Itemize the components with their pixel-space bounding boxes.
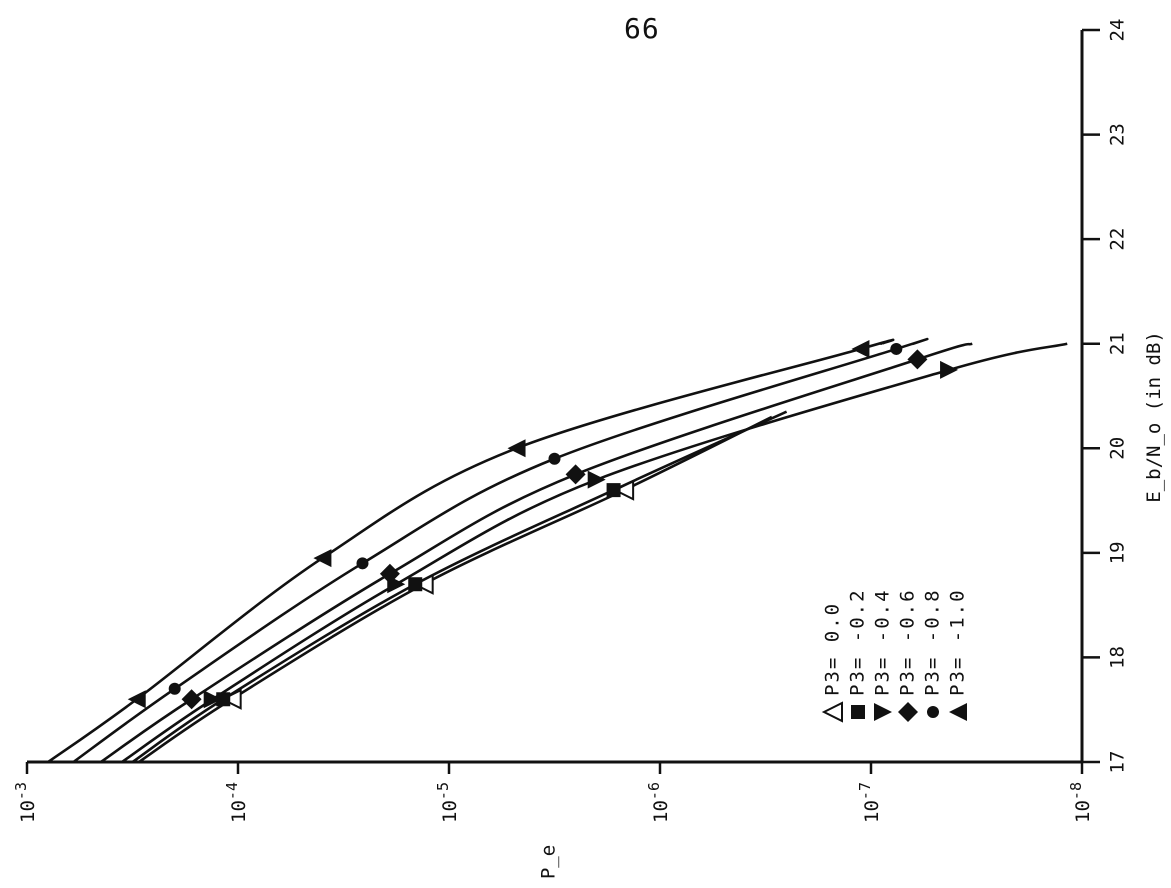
ebno-tick-label: 19 bbox=[1107, 541, 1129, 564]
pe-tick-label: 10-5 bbox=[434, 782, 461, 823]
legend-label: P3= -0.6 bbox=[897, 588, 919, 696]
series-3-point bbox=[907, 349, 928, 370]
legend-label: P3= -1.0 bbox=[947, 588, 969, 696]
pe-tick-label: 10-4 bbox=[223, 782, 250, 823]
series-line-5 bbox=[47, 338, 895, 764]
ebno-tick-label: 18 bbox=[1107, 646, 1129, 669]
series-1-point bbox=[606, 483, 621, 498]
legend-marker bbox=[851, 705, 865, 719]
series-4-point bbox=[168, 682, 181, 695]
legend-label: P3= -0.8 bbox=[922, 588, 944, 696]
legend-label: P3= 0.0 bbox=[822, 602, 844, 696]
legend-marker bbox=[898, 702, 918, 722]
series-line-2 bbox=[121, 342, 1068, 764]
page-number: 66 bbox=[624, 12, 660, 45]
pe-tick-label: 10-7 bbox=[856, 782, 883, 823]
series-2-point bbox=[587, 470, 606, 489]
ebno-tick-label: 17 bbox=[1107, 751, 1129, 774]
legend-marker bbox=[821, 701, 843, 723]
legend-label: P3= -0.2 bbox=[847, 588, 869, 696]
series-5-point bbox=[851, 339, 870, 358]
legend-marker bbox=[927, 706, 939, 718]
pe-tick-label: 10-3 bbox=[12, 782, 39, 823]
series-line-0 bbox=[138, 415, 773, 764]
series-5-point bbox=[313, 549, 332, 568]
series-3-point bbox=[379, 563, 400, 584]
ebno-tick-label: 20 bbox=[1107, 437, 1129, 460]
pe-tick-label: 10-6 bbox=[645, 782, 672, 823]
series-4-point bbox=[356, 557, 369, 570]
series-5-point bbox=[507, 439, 526, 458]
ebno-tick-label: 22 bbox=[1107, 228, 1129, 251]
series-2-point bbox=[940, 360, 959, 379]
pe-tick-label: 10-8 bbox=[1067, 782, 1094, 823]
series-line-4 bbox=[72, 337, 929, 764]
ebno-tick-label: 23 bbox=[1107, 123, 1129, 146]
series-line-1 bbox=[131, 410, 788, 764]
legend-label: P3= -0.4 bbox=[872, 588, 894, 696]
series-2-point bbox=[203, 690, 222, 709]
series-3-point bbox=[565, 464, 586, 485]
series-4-point bbox=[548, 452, 561, 465]
series-3-point bbox=[181, 689, 202, 710]
pe-axis-title: P_e bbox=[538, 845, 560, 879]
series-4-point bbox=[890, 342, 903, 355]
series-1-point bbox=[408, 577, 423, 592]
legend-marker bbox=[949, 703, 967, 721]
ebno-tick-label: 24 bbox=[1107, 19, 1129, 42]
ebno-tick-label: 21 bbox=[1107, 332, 1129, 355]
legend-marker bbox=[874, 703, 892, 721]
series-5-point bbox=[127, 690, 146, 709]
ebno-axis-title: E_b/N_o (in dB) bbox=[1143, 331, 1165, 503]
